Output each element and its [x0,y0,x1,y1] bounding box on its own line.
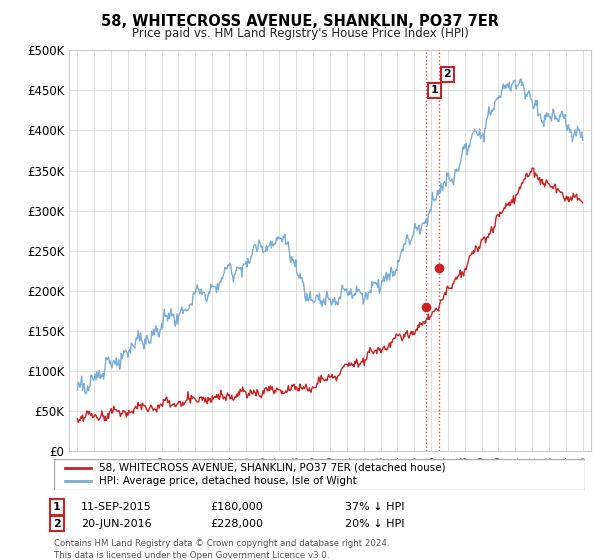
Text: HPI: Average price, detached house, Isle of Wight: HPI: Average price, detached house, Isle… [99,477,357,487]
Text: 11-SEP-2015: 11-SEP-2015 [81,502,152,512]
Text: 58, WHITECROSS AVENUE, SHANKLIN, PO37 7ER (detached house): 58, WHITECROSS AVENUE, SHANKLIN, PO37 7E… [99,463,446,473]
Text: 2: 2 [443,69,451,80]
Text: 2: 2 [53,519,61,529]
Text: 37% ↓ HPI: 37% ↓ HPI [345,502,404,512]
Text: £228,000: £228,000 [210,519,263,529]
Text: 1: 1 [430,86,438,95]
Text: 58, WHITECROSS AVENUE, SHANKLIN, PO37 7ER: 58, WHITECROSS AVENUE, SHANKLIN, PO37 7E… [101,14,499,29]
Text: Contains HM Land Registry data © Crown copyright and database right 2024.
This d: Contains HM Land Registry data © Crown c… [54,539,389,559]
Text: £180,000: £180,000 [210,502,263,512]
Text: Price paid vs. HM Land Registry's House Price Index (HPI): Price paid vs. HM Land Registry's House … [131,27,469,40]
FancyBboxPatch shape [54,459,585,490]
Text: 20-JUN-2016: 20-JUN-2016 [81,519,152,529]
Text: 1: 1 [53,502,61,512]
Text: 20% ↓ HPI: 20% ↓ HPI [345,519,404,529]
